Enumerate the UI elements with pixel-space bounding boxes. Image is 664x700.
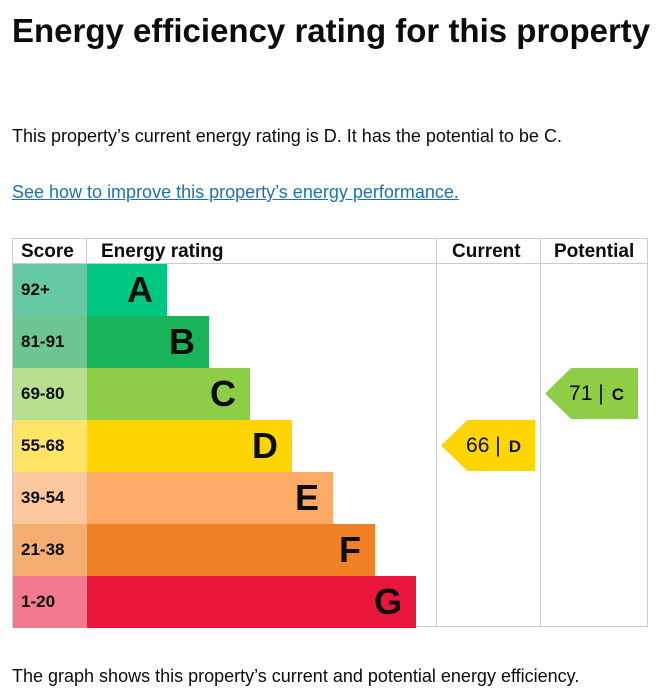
intro-text: This property’s current energy rating is… [12,126,562,146]
score-range: 1-20 [13,576,87,628]
divider [436,239,437,626]
divider [86,239,87,264]
separator: | [495,434,501,457]
score-range: 21-38 [13,524,87,576]
header-row [13,239,648,264]
header-energy-rating: Energy rating [101,241,224,264]
rating-bar-d: D [87,420,292,472]
footer-text: The graph shows this property’s current … [12,666,580,686]
score-range: 69-80 [13,368,87,420]
potential-band: C [611,385,624,404]
score-range: 55-68 [13,420,87,472]
header-current: Current [452,241,521,264]
potential-value: 71 [569,382,593,405]
rating-bar-g: G [87,576,416,628]
current-band: D [508,437,521,456]
rating-bar-f: F [87,524,375,576]
score-range: 92+ [13,264,87,316]
header-score: Score [21,241,74,264]
score-range: 39-54 [13,472,87,524]
divider [540,239,541,626]
header-potential: Potential [554,241,635,264]
rating-bar-b: B [87,316,209,368]
page-title: Energy efficiency rating for this proper… [12,12,651,49]
energy-rating-table: Score Energy rating Current Potential 92… [12,238,648,628]
score-range: 81-91 [13,316,87,368]
improve-performance-link[interactable]: See how to improve this property’s energ… [12,182,459,202]
rating-bar-a: A [87,264,167,316]
rating-bar-e: E [87,472,333,524]
rating-bar-c: C [87,368,250,420]
potential-rating-arrow: 71 | C [545,368,638,419]
current-rating-arrow: 66 | D [441,420,535,471]
separator: | [598,382,604,405]
current-value: 66 [466,434,490,457]
